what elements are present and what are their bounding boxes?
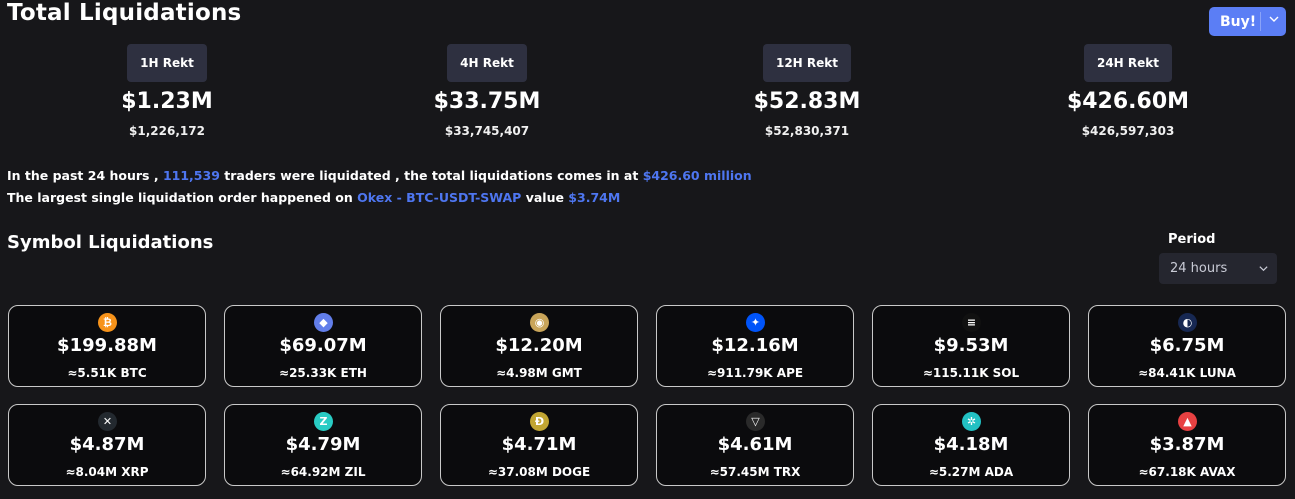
symbol-card[interactable]: ✦ $12.16M ≈911.79K APE — [656, 305, 854, 387]
stat-label-1h: 1H Rekt — [127, 44, 207, 82]
stat-label-4h: 4H Rekt — [447, 44, 527, 82]
stat-value-1h: $1.23M — [121, 89, 213, 114]
card-quantity: ≈5.51K BTC — [67, 366, 147, 380]
card-amount: $12.16M — [711, 335, 799, 356]
stat-1h: 1H Rekt $1.23M $1,226,172 — [42, 44, 292, 138]
stat-value-4h: $33.75M — [433, 89, 541, 114]
page-title: Total Liquidations — [7, 0, 242, 26]
luna-icon: ◐ — [1178, 313, 1197, 332]
buy-button-label: Buy! — [1220, 13, 1257, 30]
stat-exact-4h: $33,745,407 — [444, 124, 530, 138]
card-amount: $9.53M — [933, 335, 1009, 356]
buy-button-divider — [1260, 12, 1261, 31]
symbol-card[interactable]: ◉ $12.20M ≈4.98M GMT — [440, 305, 638, 387]
stat-24h: 24H Rekt $426.60M $426,597,303 — [1003, 44, 1253, 138]
card-amount: $4.71M — [501, 434, 577, 455]
card-quantity: ≈911.79K APE — [706, 366, 804, 380]
card-quantity: ≈67.18K AVAX — [1138, 465, 1236, 479]
section-title: Symbol Liquidations — [7, 232, 214, 253]
card-amount: $4.18M — [933, 434, 1009, 455]
symbol-card[interactable]: ✲ $4.18M ≈5.27M ADA — [872, 404, 1070, 486]
symbol-card[interactable]: ✕ $4.87M ≈8.04M XRP — [8, 404, 206, 486]
chevron-down-icon[interactable] — [1268, 13, 1280, 25]
stat-value-24h: $426.60M — [1066, 89, 1190, 114]
summary-text: In the past 24 hours , — [7, 168, 163, 183]
symbol-card[interactable]: Z $4.79M ≈64.92M ZIL — [224, 404, 422, 486]
card-amount: $6.75M — [1149, 335, 1225, 356]
symbol-card[interactable]: ◆ $69.07M ≈25.33K ETH — [224, 305, 422, 387]
stat-exact-1h: $1,226,172 — [129, 124, 205, 138]
zilliqa-icon: Z — [314, 412, 333, 431]
summary-text: value — [521, 190, 569, 205]
cardano-icon: ✲ — [962, 412, 981, 431]
card-quantity: ≈115.11K SOL — [922, 366, 1020, 380]
stat-exact-24h: $426,597,303 — [1081, 124, 1175, 138]
card-amount: $69.07M — [279, 335, 367, 356]
ape-icon: ✦ — [746, 313, 765, 332]
card-quantity: ≈8.04M XRP — [65, 465, 149, 479]
card-quantity: ≈37.08M DOGE — [487, 465, 591, 479]
summary-line-1: In the past 24 hours , 111,539 traders w… — [7, 165, 752, 187]
dogecoin-icon: Ð — [530, 412, 549, 431]
symbol-card[interactable]: Ð $4.71M ≈37.08M DOGE — [440, 404, 638, 486]
stat-12h: 12H Rekt $52.83M $52,830,371 — [682, 44, 932, 138]
summary-text: The largest single liquidation order hap… — [7, 190, 358, 205]
card-quantity: ≈4.98M GMT — [496, 366, 582, 380]
gmt-icon: ◉ — [530, 313, 549, 332]
card-quantity: ≈25.33K ETH — [279, 366, 367, 380]
symbol-card[interactable]: ₿ $199.88M ≈5.51K BTC — [8, 305, 206, 387]
chevron-down-icon — [1259, 266, 1268, 272]
ethereum-icon: ◆ — [314, 313, 333, 332]
summary-text: traders were liquidated , the total liqu… — [219, 168, 643, 183]
stat-label-12h: 12H Rekt — [762, 44, 851, 82]
largest-order-value: $3.74M — [568, 190, 621, 205]
card-amount: $3.87M — [1149, 434, 1225, 455]
symbol-card[interactable]: ▲ $3.87M ≈67.18K AVAX — [1088, 404, 1286, 486]
card-amount: $12.20M — [495, 335, 583, 356]
solana-icon: ≡ — [962, 313, 981, 332]
symbol-card[interactable]: ▽ $4.61M ≈57.45M TRX — [656, 404, 854, 486]
symbol-card[interactable]: ◐ $6.75M ≈84.41K LUNA — [1088, 305, 1286, 387]
bitcoin-icon: ₿ — [98, 313, 117, 332]
card-quantity: ≈57.45M TRX — [709, 465, 801, 479]
card-amount: $4.61M — [717, 434, 793, 455]
total-liquidations: $426.60 million — [642, 168, 752, 183]
card-amount: $199.88M — [57, 335, 157, 356]
liquidation-summary: In the past 24 hours , 111,539 traders w… — [7, 165, 752, 209]
largest-order-link[interactable]: Okex - BTC-USDT-SWAP — [357, 190, 522, 205]
period-label: Period — [1168, 232, 1216, 247]
xrp-icon: ✕ — [98, 412, 117, 431]
card-quantity: ≈84.41K LUNA — [1138, 366, 1236, 380]
card-amount: $4.87M — [69, 434, 145, 455]
stat-4h: 4H Rekt $33.75M $33,745,407 — [362, 44, 612, 138]
stat-label-24h: 24H Rekt — [1083, 44, 1172, 82]
card-quantity: ≈64.92M ZIL — [280, 465, 366, 479]
card-quantity: ≈5.27M ADA — [928, 465, 1014, 479]
card-amount: $4.79M — [285, 434, 361, 455]
stat-exact-12h: $52,830,371 — [764, 124, 850, 138]
summary-line-2: The largest single liquidation order hap… — [7, 187, 752, 209]
symbol-card[interactable]: ≡ $9.53M ≈115.11K SOL — [872, 305, 1070, 387]
period-value: 24 hours — [1170, 261, 1228, 276]
buy-button[interactable]: Buy! — [1209, 7, 1286, 36]
traders-count: 111,539 — [162, 168, 220, 183]
period-select[interactable]: 24 hours — [1159, 253, 1277, 284]
avalanche-icon: ▲ — [1178, 412, 1197, 431]
tron-icon: ▽ — [746, 412, 765, 431]
stat-value-12h: $52.83M — [753, 89, 861, 114]
